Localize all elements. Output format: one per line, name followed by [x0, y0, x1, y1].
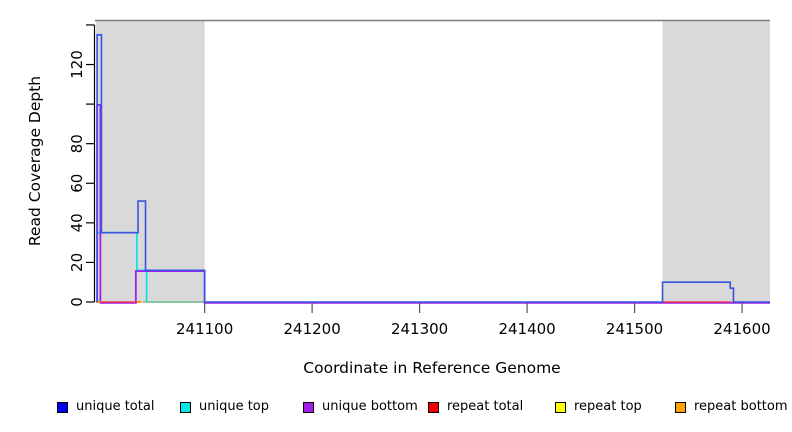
y-tick-label: 120 — [68, 50, 86, 79]
y-tick-label: 40 — [68, 213, 86, 232]
legend-item-repeat-total: repeat total — [428, 400, 523, 414]
legend-label: repeat top — [574, 399, 642, 414]
legend-label: unique bottom — [322, 399, 418, 414]
legend-item-unique-bottom: unique bottom — [303, 400, 418, 414]
y-tick-label: 80 — [68, 134, 86, 153]
x-axis: 241100 241200 241300 241400 241500 241600 — [176, 303, 771, 338]
legend-label: unique top — [199, 399, 270, 414]
y-axis: 0 20 40 60 80 120 — [68, 24, 96, 307]
x-axis-title: Coordinate in Reference Genome — [303, 359, 560, 377]
x-tick-label: 241500 — [606, 320, 663, 338]
legend-swatch — [303, 401, 314, 413]
legend-item-unique-top: unique top — [180, 400, 269, 414]
legend-swatch — [180, 401, 191, 413]
shaded-region — [96, 20, 205, 302]
x-tick-label: 241600 — [713, 320, 770, 338]
legend-swatch — [675, 401, 686, 413]
legend-swatch — [428, 401, 439, 413]
x-tick-label: 241100 — [176, 320, 233, 338]
legend-swatch — [555, 401, 566, 413]
x-tick-label: 241200 — [283, 320, 340, 338]
series-unique-total — [96, 34, 770, 303]
legend-label: repeat total — [447, 399, 524, 414]
legend-item-repeat-top: repeat top — [555, 400, 642, 414]
legend-label: repeat bottom — [694, 399, 788, 414]
y-tick-label: 60 — [68, 174, 86, 193]
chart-legend: unique total unique top unique bottom repea… — [0, 400, 792, 422]
y-tick-label: 0 — [68, 297, 86, 307]
x-tick-label: 241400 — [498, 320, 555, 338]
y-tick-label: 20 — [68, 253, 86, 272]
legend-label: unique total — [76, 399, 155, 414]
legend-item-unique-total: unique total — [57, 400, 154, 414]
shaded-region — [662, 20, 770, 302]
y-axis-title: Read Coverage Depth — [26, 76, 44, 246]
legend-swatch — [57, 401, 68, 413]
shaded-regions — [96, 20, 770, 302]
x-tick-label: 241300 — [391, 320, 448, 338]
data-series — [96, 34, 770, 304]
legend-item-repeat-bottom: repeat bottom — [675, 400, 788, 414]
